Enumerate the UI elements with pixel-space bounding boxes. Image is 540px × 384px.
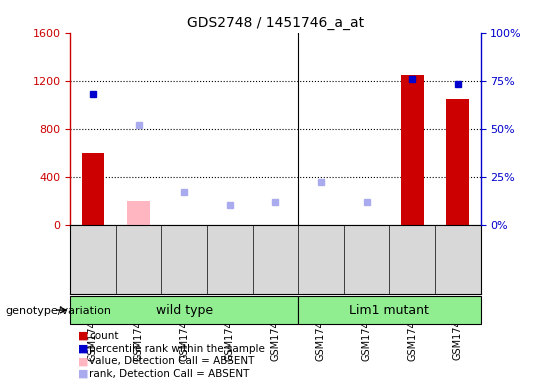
Text: Lim1 mutant: Lim1 mutant (349, 304, 429, 316)
Text: ■: ■ (78, 356, 89, 366)
Text: rank, Detection Call = ABSENT: rank, Detection Call = ABSENT (89, 369, 249, 379)
Title: GDS2748 / 1451746_a_at: GDS2748 / 1451746_a_at (187, 16, 364, 30)
Bar (82, 153, 104, 225)
Text: wild type: wild type (156, 304, 213, 316)
Text: count: count (89, 331, 119, 341)
Bar (298, 296, 481, 324)
Bar (401, 74, 423, 225)
Bar (127, 201, 150, 225)
Bar (70, 296, 298, 324)
Text: genotype/variation: genotype/variation (5, 306, 111, 316)
Text: ■: ■ (78, 344, 89, 354)
Text: value, Detection Call = ABSENT: value, Detection Call = ABSENT (89, 356, 254, 366)
Text: ■: ■ (78, 331, 89, 341)
Bar (447, 99, 469, 225)
Text: percentile rank within the sample: percentile rank within the sample (89, 344, 265, 354)
Text: ■: ■ (78, 369, 89, 379)
